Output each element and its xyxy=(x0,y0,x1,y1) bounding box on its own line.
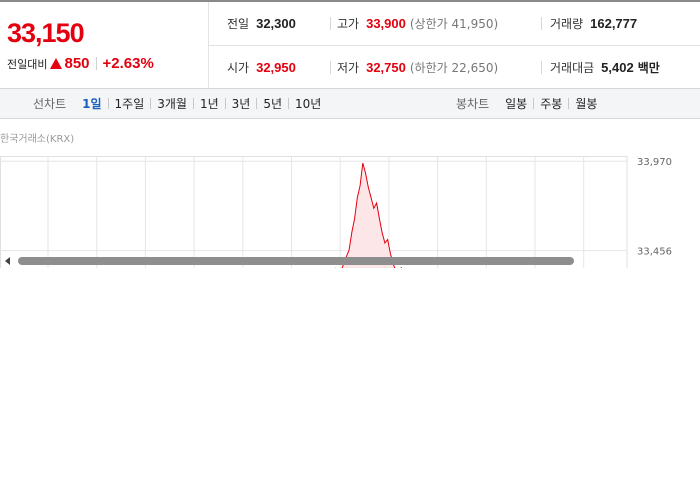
plot-frame xyxy=(0,156,628,268)
chart-grid xyxy=(0,156,628,268)
stat-open: 시가 32,950 xyxy=(227,46,296,89)
top-border xyxy=(0,0,700,2)
tab-divider xyxy=(150,98,152,109)
current-price: 33,150 xyxy=(7,18,85,48)
up-triangle-icon xyxy=(50,58,63,69)
amount-label: 거래대금 xyxy=(550,61,595,75)
tab-weekly-candle[interactable]: 주봉 xyxy=(540,97,563,111)
change-rate: +2.63% xyxy=(102,55,154,72)
amount-unit: 백만 xyxy=(637,61,660,75)
volume-value: 162,777 xyxy=(590,16,638,31)
change-divider xyxy=(95,57,97,70)
tab-divider xyxy=(224,98,226,109)
change-row: 전일대비 850 +2.63% xyxy=(7,55,154,72)
tab-10-years[interactable]: 10년 xyxy=(295,97,322,111)
stat-high: 고가 33,900 (상한가 41,950) xyxy=(337,2,498,45)
stat-divider xyxy=(541,17,542,30)
tab-1-week[interactable]: 1주일 xyxy=(114,97,145,111)
y-tick-label: 33,970 xyxy=(637,157,672,168)
stat-low: 저가 32,750 (하한가 22,650) xyxy=(337,46,498,89)
tab-3-years[interactable]: 3년 xyxy=(231,97,251,111)
stat-divider xyxy=(541,61,542,74)
low-value: 32,750 xyxy=(366,60,406,75)
chart-series xyxy=(335,162,403,268)
series-line-today xyxy=(335,162,403,268)
y-tick-label: 33,456 xyxy=(637,247,672,258)
line-chart-label: 선차트 xyxy=(33,97,67,111)
stock-quote-widget: 33,150 전일대비 850 +2.63% 전일 32,300 고가 33,9… xyxy=(0,0,700,268)
line-chart-tabs: 선차트 1일 1주일 3개월 1년 3년 5년 10년 xyxy=(33,89,327,118)
header-vertical-divider xyxy=(208,2,209,88)
tab-divider xyxy=(107,98,109,109)
low-label: 저가 xyxy=(337,61,360,75)
scroll-left-arrow-icon[interactable] xyxy=(5,257,10,265)
tab-divider xyxy=(288,98,290,109)
stat-amount: 거래대금 5,402 백만 xyxy=(550,46,660,89)
change-label: 전일대비 xyxy=(7,57,48,71)
candle-chart-label: 봉차트 xyxy=(456,97,490,111)
stat-divider xyxy=(330,61,331,74)
tab-1-day[interactable]: 1일 xyxy=(82,97,102,111)
change-value: 850 xyxy=(64,55,90,72)
data-source-label: 한국거래소(KRX) xyxy=(0,134,75,145)
lower-limit-label: 하한가 xyxy=(414,61,448,75)
prev-close-label: 전일 xyxy=(227,17,250,31)
open-label: 시가 xyxy=(227,61,250,75)
lower-limit: (하한가 22,650) xyxy=(409,61,499,75)
candle-chart-tabs: 봉차트 일봉 주봉 월봉 xyxy=(456,89,603,118)
upper-limit-value: 41,950 xyxy=(451,17,494,31)
stat-volume: 거래량 162,777 xyxy=(550,2,637,45)
series-area-fill xyxy=(342,163,402,268)
tab-divider xyxy=(192,98,194,109)
tab-daily-candle[interactable]: 일봉 xyxy=(505,97,528,111)
open-value: 32,950 xyxy=(256,60,296,75)
chart-tab-bar: 선차트 1일 1주일 3개월 1년 3년 5년 10년 봉차트 일봉 주봉 월봉 xyxy=(0,88,700,119)
header-horizontal-divider xyxy=(209,45,700,46)
lower-limit-value: 22,650 xyxy=(451,61,494,75)
high-label: 고가 xyxy=(337,17,360,31)
stat-divider xyxy=(330,17,331,30)
tab-divider xyxy=(256,98,258,109)
volume-label: 거래량 xyxy=(550,17,584,31)
chart-scrollbar-thumb[interactable] xyxy=(18,257,574,265)
tab-divider xyxy=(568,98,570,109)
tab-1-year[interactable]: 1년 xyxy=(199,97,219,111)
stats-row-2: 시가 32,950 저가 32,750 (하한가 22,650) 거래대금 5,… xyxy=(209,46,700,89)
tab-monthly-candle[interactable]: 월봉 xyxy=(575,97,598,111)
tab-3-months[interactable]: 3개월 xyxy=(157,97,187,111)
stat-prev-close: 전일 32,300 xyxy=(227,2,296,45)
high-value: 33,900 xyxy=(366,16,406,31)
amount-value: 5,402 xyxy=(601,60,634,75)
tab-5-years[interactable]: 5년 xyxy=(263,97,283,111)
price-summary: 33,150 전일대비 850 +2.63% xyxy=(0,2,208,88)
prev-close-value: 32,300 xyxy=(256,16,296,31)
stats-row-1: 전일 32,300 고가 33,900 (상한가 41,950) 거래량 162… xyxy=(209,2,700,45)
tab-divider xyxy=(533,98,535,109)
upper-limit-label: 상한가 xyxy=(414,17,448,31)
upper-limit: (상한가 41,950) xyxy=(409,17,499,31)
